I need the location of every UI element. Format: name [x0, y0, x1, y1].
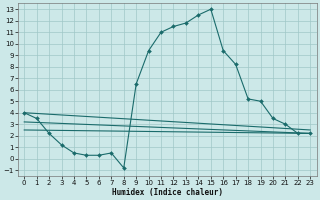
X-axis label: Humidex (Indice chaleur): Humidex (Indice chaleur) — [112, 188, 223, 197]
